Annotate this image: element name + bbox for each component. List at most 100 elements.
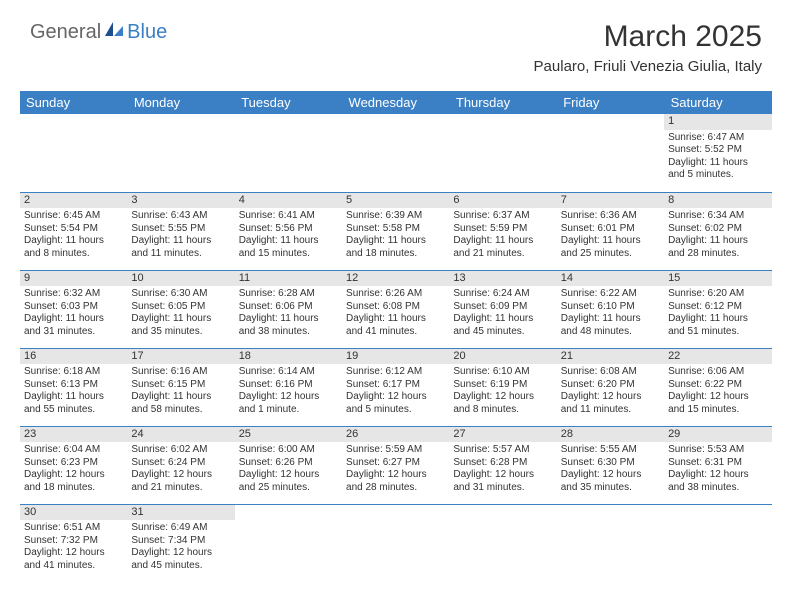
day-number: 20 [449, 349, 556, 365]
day-detail-line: Daylight: 12 hours [453, 469, 552, 482]
calendar-week-row: 2Sunrise: 6:45 AMSunset: 5:54 PMDaylight… [20, 192, 772, 270]
day-detail-line: and 8 minutes. [453, 404, 552, 417]
day-detail-line: Sunset: 6:22 PM [668, 379, 767, 392]
day-detail-line: Sunset: 5:59 PM [453, 223, 552, 236]
day-detail-line: Daylight: 12 hours [668, 391, 767, 404]
calendar-day-cell: 28Sunrise: 5:55 AMSunset: 6:30 PMDayligh… [557, 426, 664, 504]
day-detail-line: Daylight: 11 hours [453, 235, 552, 248]
day-detail-line: and 15 minutes. [668, 404, 767, 417]
day-detail-line: Daylight: 12 hours [668, 469, 767, 482]
day-detail-line: Daylight: 12 hours [24, 469, 123, 482]
day-detail-line: Sunset: 6:31 PM [668, 457, 767, 470]
day-detail-line: Sunset: 7:32 PM [24, 535, 123, 548]
day-detail-line: Sunrise: 6:22 AM [561, 288, 660, 301]
day-number: 12 [342, 271, 449, 287]
day-details: Sunrise: 6:51 AMSunset: 7:32 PMDaylight:… [24, 522, 123, 572]
day-number: 13 [449, 271, 556, 287]
title-block: March 2025 Paularo, Friuli Venezia Giuli… [534, 20, 762, 75]
day-detail-line: Sunrise: 6:41 AM [239, 210, 338, 223]
calendar-day-cell: 24Sunrise: 6:02 AMSunset: 6:24 PMDayligh… [127, 426, 234, 504]
day-detail-line: and 8 minutes. [24, 248, 123, 261]
day-detail-line: Sunset: 6:03 PM [24, 301, 123, 314]
day-detail-line: and 31 minutes. [453, 482, 552, 495]
day-detail-line: and 41 minutes. [346, 326, 445, 339]
day-detail-line: Sunset: 5:56 PM [239, 223, 338, 236]
day-detail-line: Sunrise: 6:14 AM [239, 366, 338, 379]
day-detail-line: Sunrise: 6:37 AM [453, 210, 552, 223]
day-detail-line: Daylight: 11 hours [24, 391, 123, 404]
day-detail-line: and 11 minutes. [561, 404, 660, 417]
calendar-week-row: 30Sunrise: 6:51 AMSunset: 7:32 PMDayligh… [20, 504, 772, 582]
day-details: Sunrise: 6:02 AMSunset: 6:24 PMDaylight:… [131, 444, 230, 494]
day-details: Sunrise: 6:26 AMSunset: 6:08 PMDaylight:… [346, 288, 445, 338]
day-detail-line: Sunset: 5:58 PM [346, 223, 445, 236]
calendar-day-cell: 9Sunrise: 6:32 AMSunset: 6:03 PMDaylight… [20, 270, 127, 348]
day-detail-line: Daylight: 12 hours [561, 469, 660, 482]
calendar-table: Sunday Monday Tuesday Wednesday Thursday… [20, 91, 772, 582]
calendar-day-cell [342, 114, 449, 192]
day-number: 7 [557, 193, 664, 209]
calendar-day-cell: 1Sunrise: 6:47 AMSunset: 5:52 PMDaylight… [664, 114, 771, 192]
day-details: Sunrise: 6:41 AMSunset: 5:56 PMDaylight:… [239, 210, 338, 260]
day-number: 31 [127, 505, 234, 521]
day-detail-line: Sunrise: 5:55 AM [561, 444, 660, 457]
logo-text-blue: Blue [127, 21, 167, 44]
day-detail-line: Sunrise: 5:59 AM [346, 444, 445, 457]
day-detail-line: and 38 minutes. [239, 326, 338, 339]
day-number: 2 [20, 193, 127, 209]
day-number: 16 [20, 349, 127, 365]
day-detail-line: Daylight: 12 hours [131, 547, 230, 560]
day-details: Sunrise: 6:34 AMSunset: 6:02 PMDaylight:… [668, 210, 767, 260]
day-detail-line: Daylight: 11 hours [131, 313, 230, 326]
day-details: Sunrise: 5:57 AMSunset: 6:28 PMDaylight:… [453, 444, 552, 494]
calendar-day-cell: 14Sunrise: 6:22 AMSunset: 6:10 PMDayligh… [557, 270, 664, 348]
day-detail-line: and 11 minutes. [131, 248, 230, 261]
day-detail-line: Daylight: 12 hours [239, 391, 338, 404]
day-detail-line: Sunrise: 6:02 AM [131, 444, 230, 457]
day-detail-line: Daylight: 11 hours [668, 235, 767, 248]
day-detail-line: and 1 minute. [239, 404, 338, 417]
day-details: Sunrise: 6:14 AMSunset: 6:16 PMDaylight:… [239, 366, 338, 416]
day-details: Sunrise: 6:28 AMSunset: 6:06 PMDaylight:… [239, 288, 338, 338]
day-detail-line: Daylight: 11 hours [24, 313, 123, 326]
day-detail-line: Sunset: 6:02 PM [668, 223, 767, 236]
day-detail-line: Sunrise: 6:24 AM [453, 288, 552, 301]
day-detail-line: Sunrise: 6:36 AM [561, 210, 660, 223]
day-detail-line: Sunrise: 6:49 AM [131, 522, 230, 535]
day-details: Sunrise: 5:55 AMSunset: 6:30 PMDaylight:… [561, 444, 660, 494]
day-number: 15 [664, 271, 771, 287]
calendar-week-row: 23Sunrise: 6:04 AMSunset: 6:23 PMDayligh… [20, 426, 772, 504]
day-detail-line: Sunset: 5:52 PM [668, 144, 767, 157]
day-detail-line: and 28 minutes. [346, 482, 445, 495]
calendar-day-cell: 17Sunrise: 6:16 AMSunset: 6:15 PMDayligh… [127, 348, 234, 426]
day-detail-line: Sunrise: 6:30 AM [131, 288, 230, 301]
day-detail-line: Daylight: 11 hours [239, 313, 338, 326]
day-details: Sunrise: 5:59 AMSunset: 6:27 PMDaylight:… [346, 444, 445, 494]
calendar-week-row: 16Sunrise: 6:18 AMSunset: 6:13 PMDayligh… [20, 348, 772, 426]
day-detail-line: Sunrise: 6:18 AM [24, 366, 123, 379]
day-number: 17 [127, 349, 234, 365]
weekday-header: Sunday [20, 91, 127, 114]
day-number: 19 [342, 349, 449, 365]
day-detail-line: Sunrise: 6:32 AM [24, 288, 123, 301]
day-detail-line: Sunset: 6:16 PM [239, 379, 338, 392]
calendar-day-cell [664, 504, 771, 582]
day-detail-line: Sunset: 6:06 PM [239, 301, 338, 314]
day-detail-line: Sunset: 6:08 PM [346, 301, 445, 314]
day-detail-line: Sunset: 6:13 PM [24, 379, 123, 392]
day-detail-line: and 15 minutes. [239, 248, 338, 261]
day-number: 24 [127, 427, 234, 443]
calendar-day-cell: 15Sunrise: 6:20 AMSunset: 6:12 PMDayligh… [664, 270, 771, 348]
day-number: 4 [235, 193, 342, 209]
calendar-day-cell: 3Sunrise: 6:43 AMSunset: 5:55 PMDaylight… [127, 192, 234, 270]
day-detail-line: and 51 minutes. [668, 326, 767, 339]
day-number: 10 [127, 271, 234, 287]
day-number: 8 [664, 193, 771, 209]
header: General Blue March 2025 Paularo, Friuli … [0, 0, 792, 83]
calendar-day-cell: 7Sunrise: 6:36 AMSunset: 6:01 PMDaylight… [557, 192, 664, 270]
calendar-day-cell: 19Sunrise: 6:12 AMSunset: 6:17 PMDayligh… [342, 348, 449, 426]
day-details: Sunrise: 6:12 AMSunset: 6:17 PMDaylight:… [346, 366, 445, 416]
day-number: 5 [342, 193, 449, 209]
calendar-day-cell: 12Sunrise: 6:26 AMSunset: 6:08 PMDayligh… [342, 270, 449, 348]
day-detail-line: Sunrise: 6:12 AM [346, 366, 445, 379]
